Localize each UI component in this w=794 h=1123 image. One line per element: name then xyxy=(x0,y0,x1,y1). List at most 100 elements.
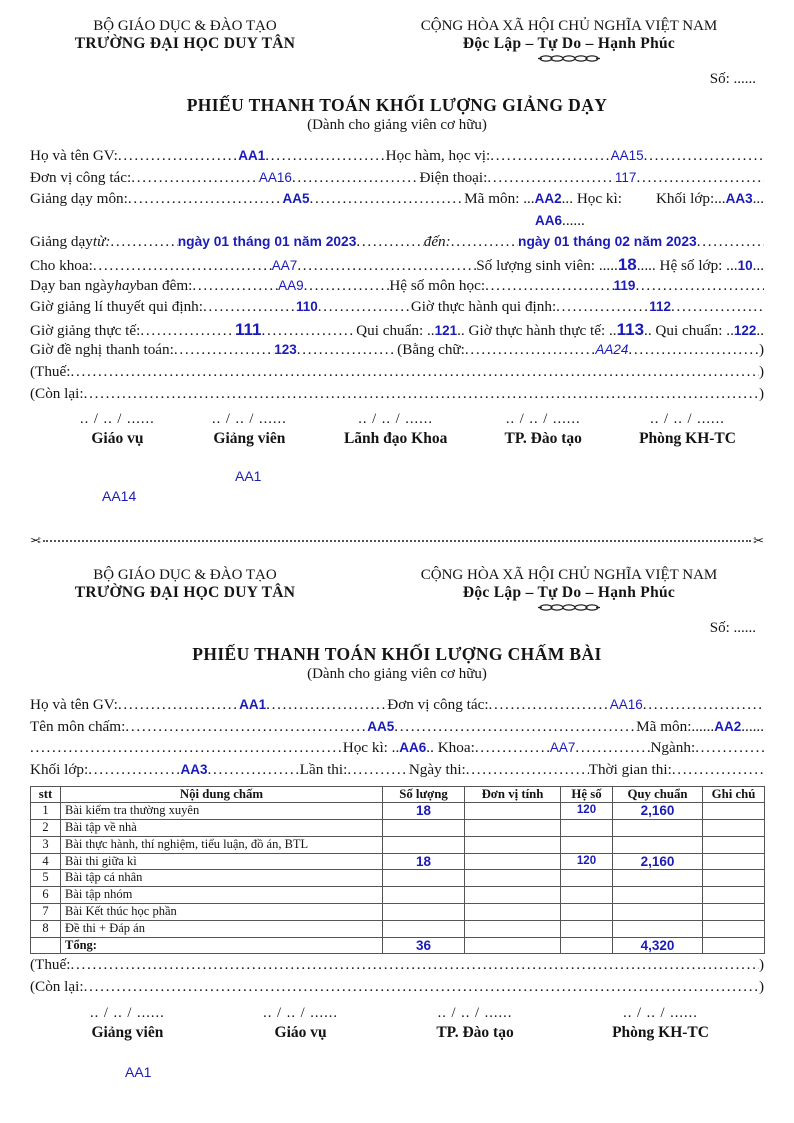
form-line: (Thuế:..................................… xyxy=(30,363,764,385)
field-label: ...... xyxy=(562,211,585,229)
table-header-cell: Ghi chú xyxy=(702,785,765,804)
dotted-leader: ........................................… xyxy=(628,341,759,359)
form-line: (Còn lại:...............................… xyxy=(30,385,764,407)
table-cell: 36 xyxy=(382,936,465,955)
table-cell xyxy=(382,835,465,854)
dotted-leader: ........................................… xyxy=(265,147,385,164)
signature-role: TP. Đào tạo xyxy=(436,1023,514,1041)
chain-ornament-icon xyxy=(374,54,764,63)
table-cell xyxy=(382,919,465,938)
document-page: BỘ GIÁO DỤC & ĐÀO TẠO TRƯỜNG ĐẠI HỌC DUY… xyxy=(30,18,765,1080)
signature-date: .. / .. / ...... xyxy=(358,411,434,428)
table-cell: 7 xyxy=(30,903,61,921)
field-label: Ngành: xyxy=(650,739,696,757)
form-line: Đơn vị công tác:........................… xyxy=(30,169,764,191)
dotted-leader: ........................................… xyxy=(643,147,764,164)
field-label: Số lượng sinh viên: ..... xyxy=(476,256,618,274)
signature-date: .. / .. / ...... xyxy=(505,411,581,428)
table-cell: 2,160 xyxy=(612,802,703,821)
table-cell xyxy=(382,869,465,888)
signed-name-giang-vien: AA1 xyxy=(235,468,262,485)
field-value: 122 xyxy=(733,322,757,338)
table-cell: 8 xyxy=(30,919,61,938)
dotted-leader: ........................................… xyxy=(670,298,764,316)
table-header-cell: stt xyxy=(30,785,61,804)
dotted-leader: ........................................… xyxy=(125,717,368,735)
table-cell xyxy=(560,869,613,888)
table-header-cell: Nội dung chấm xyxy=(60,785,383,804)
form-line: Giờ đề nghị thanh toán:.................… xyxy=(30,341,764,363)
chain-ornament-icon xyxy=(374,603,764,612)
field-value: AA16 xyxy=(609,697,643,713)
table-cell xyxy=(612,919,703,938)
signature-date: .. / .. / ...... xyxy=(437,1004,513,1021)
dotted-leader: ........................................… xyxy=(347,760,409,778)
table-cell xyxy=(560,936,613,955)
table-cell xyxy=(464,919,561,938)
letterhead: BỘ GIÁO DỤC & ĐÀO TẠO TRƯỜNG ĐẠI HỌC DUY… xyxy=(30,18,764,63)
page-subtitle: (Dành cho giảng viên cơ hữu) xyxy=(307,117,487,133)
table-cell: 2 xyxy=(30,819,61,837)
letterhead-left: BỘ GIÁO DỤC & ĐÀO TẠO TRƯỜNG ĐẠI HỌC DUY… xyxy=(30,18,340,53)
scissors-icon: ✂ xyxy=(753,533,764,549)
table-cell: 18 xyxy=(382,852,465,871)
signature-role: Giáo vụ xyxy=(91,430,144,448)
field-value: 121 xyxy=(434,322,458,338)
dotted-leader: ........................................… xyxy=(635,276,764,294)
dotted-leader: ........................................… xyxy=(696,233,764,251)
table-cell: 4 xyxy=(30,852,61,871)
field-label: Giờ đề nghị thanh toán: xyxy=(30,341,174,359)
table-cell xyxy=(560,903,613,921)
national-line: CỘNG HÒA XÃ HỘI CHỦ NGHĨA VIỆT NAM xyxy=(420,567,718,584)
signature-date: .. / .. / ...... xyxy=(263,1004,338,1021)
form-line: Khối lớp:...............................… xyxy=(30,761,764,783)
ministry-line: BỘ GIÁO DỤC & ĐÀO TẠO xyxy=(93,18,277,34)
page-title: PHIẾU THANH TOÁN KHỐI LƯỢNG GIẢNG DẠY xyxy=(186,95,608,115)
page-title: PHIẾU THANH TOÁN KHỐI LƯỢNG CHẤM BÀI xyxy=(192,644,602,665)
form-line: ........................................… xyxy=(30,739,764,761)
field-label: đến: xyxy=(423,233,451,251)
field-value: 119 xyxy=(613,277,636,293)
dotted-leader: ........................................… xyxy=(291,168,420,186)
table-cell: 5 xyxy=(30,869,61,888)
dotted-leader: ........................................… xyxy=(92,256,272,274)
field-value: ngày 01 tháng 01 năm 2023 xyxy=(177,234,357,250)
field-value: 123 xyxy=(274,342,297,358)
field-label: Họ và tên GV: xyxy=(30,147,118,164)
table-cell xyxy=(702,869,765,888)
table-cell xyxy=(382,886,465,905)
table-cell xyxy=(702,903,765,921)
form-lines-grading: Họ và tên GV:...........................… xyxy=(30,696,764,782)
section-grading-payment: BỘ GIÁO DỤC & ĐÀO TẠO TRƯỜNG ĐẠI HỌC DUY… xyxy=(30,567,765,1080)
signature-block: .. / .. / ...... Giảng viên xyxy=(212,411,287,448)
dotted-leader: ........................................… xyxy=(131,168,259,186)
dotted-leader: ........................................… xyxy=(192,276,278,294)
form-line: Giảng dạy từ:...........................… xyxy=(30,233,764,255)
signature-block: .. / .. / ...... Giáo vụ xyxy=(263,1005,338,1042)
national-line: CỘNG HÒA XÃ HỘI CHỦ NGHĨA VIỆT NAM xyxy=(420,18,718,34)
field-value: AA7 xyxy=(271,257,298,273)
field-value: 117 xyxy=(614,169,637,185)
field-label: ... xyxy=(752,190,764,208)
signature-role: Lãnh đạo Khoa xyxy=(343,430,448,448)
table-cell xyxy=(702,802,765,821)
dotted-leader: ........................................… xyxy=(83,978,759,996)
table-cell: 4,320 xyxy=(612,936,703,955)
field-value: AA15 xyxy=(610,148,644,163)
dotted-leader: ........................................… xyxy=(266,696,388,714)
table-cell xyxy=(612,886,703,905)
table-row: 5 Bài tập cá nhân xyxy=(30,869,765,888)
table-cell xyxy=(560,835,613,854)
signature-date: .. / .. / ...... xyxy=(211,411,287,428)
field-value: AA6 xyxy=(399,740,427,756)
dotted-leader: ........................................… xyxy=(297,256,476,274)
field-value: AA3 xyxy=(725,191,753,207)
table-cell xyxy=(382,819,465,837)
table-cell xyxy=(560,886,613,905)
dotted-leader: ........................................… xyxy=(575,739,650,757)
section-teaching-payment: BỘ GIÁO DỤC & ĐÀO TẠO TRƯỜNG ĐẠI HỌC DUY… xyxy=(30,18,764,504)
field-label: Hệ số môn học: xyxy=(389,276,486,294)
form-lines-teaching: Họ và tên GV:...........................… xyxy=(30,147,764,406)
dotted-leader: ........................................… xyxy=(110,233,177,251)
dotted-leader: ........................................… xyxy=(356,233,423,251)
